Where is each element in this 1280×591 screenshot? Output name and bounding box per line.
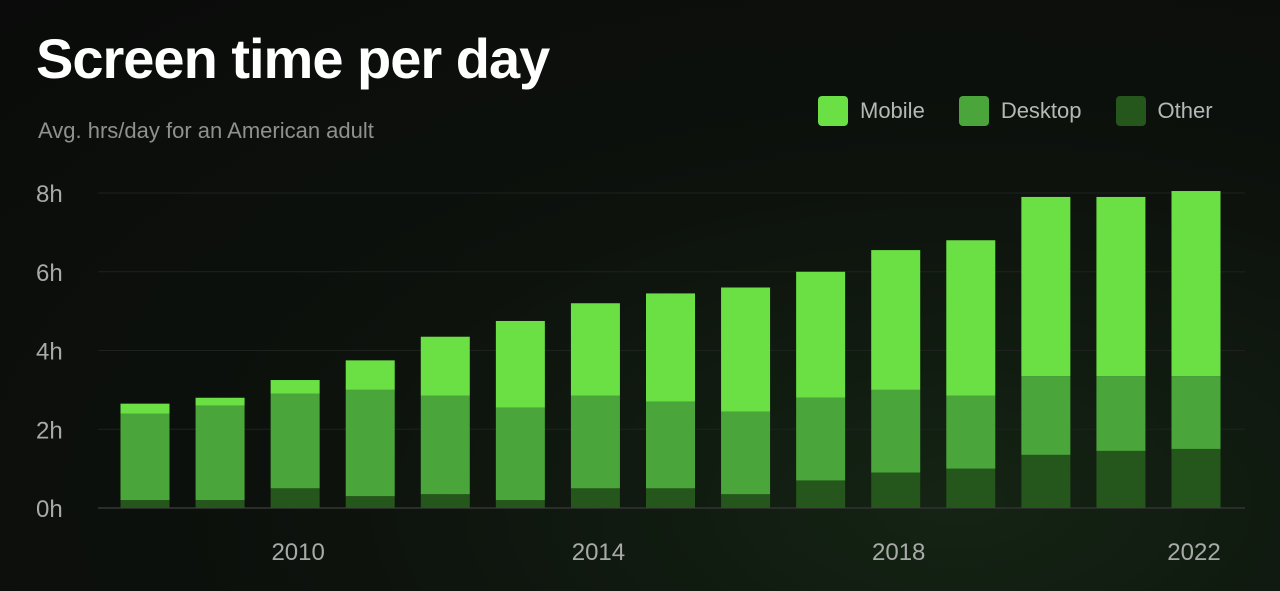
bar-other-2010 [270, 488, 320, 508]
bar-stack-2009 [195, 397, 245, 508]
bar-mobile-2018 [871, 250, 921, 390]
bar-mobile-2013 [495, 320, 545, 408]
bar-stack-2015 [646, 293, 695, 508]
bar-desktop-2009 [195, 405, 245, 501]
y-tick-label: 0h [36, 496, 63, 523]
bar-mobile-2021 [1096, 196, 1146, 377]
chart-title: Screen time per day [36, 27, 550, 90]
bar-mobile-2020 [1021, 196, 1071, 377]
bar-other-2020 [1021, 454, 1071, 508]
bar-stack-2020 [1021, 196, 1071, 508]
bar-stack-2016 [721, 287, 771, 508]
bar-desktop-2013 [495, 407, 545, 501]
bar-desktop-2018 [871, 389, 921, 473]
bar-stack-2010 [270, 380, 320, 508]
bar-other-2013 [495, 500, 545, 508]
bar-desktop-2015 [646, 401, 695, 489]
legend-item-desktop: Desktop [958, 96, 1082, 126]
x-tick-label: 2022 [1167, 539, 1220, 566]
bar-desktop-2019 [946, 395, 996, 469]
legend-swatch-desktop [958, 96, 989, 126]
y-tick-label: 6h [36, 260, 63, 287]
bar-mobile-2011 [345, 360, 395, 390]
bar-stack-2017 [796, 271, 846, 508]
bar-mobile-2010 [270, 380, 320, 394]
bar-mobile-2014 [570, 303, 620, 396]
legend: Mobile Desktop Other [818, 96, 1213, 126]
bar-stack-2022 [1171, 191, 1221, 508]
x-tick-label: 2010 [271, 539, 324, 566]
bar-stack-2008 [120, 403, 170, 508]
bar-other-2015 [646, 488, 695, 508]
legend-item-mobile: Mobile [818, 96, 925, 126]
y-tick-label: 2h [36, 417, 63, 444]
bar-mobile-2009 [195, 397, 245, 406]
bar-stack-2013 [495, 320, 545, 508]
bar-other-2022 [1171, 448, 1221, 508]
chart-subtitle: Avg. hrs/day for an American adult [38, 118, 374, 143]
legend-item-other: Other [1115, 96, 1213, 126]
bar-desktop-2011 [345, 389, 395, 497]
bar-other-2021 [1096, 450, 1146, 508]
bar-desktop-2014 [570, 395, 620, 489]
bar-stack-2012 [420, 336, 470, 508]
bar-desktop-2012 [420, 395, 470, 495]
bar-desktop-2020 [1021, 376, 1071, 455]
bar-other-2009 [195, 500, 245, 508]
legend-label-desktop: Desktop [1000, 98, 1082, 123]
bar-desktop-2021 [1096, 376, 1146, 451]
bar-stack-2019 [946, 240, 996, 508]
bar-desktop-2008 [120, 413, 170, 501]
legend-label-mobile: Mobile [860, 98, 925, 123]
bar-other-2008 [120, 500, 170, 508]
bar-mobile-2015 [646, 293, 695, 402]
bar-desktop-2022 [1171, 376, 1221, 449]
bar-mobile-2016 [721, 287, 771, 412]
bars [120, 191, 1221, 508]
bar-mobile-2017 [796, 271, 846, 398]
bar-other-2017 [796, 480, 846, 508]
x-tick-label: 2014 [572, 539, 625, 566]
legend-swatch-mobile [818, 96, 848, 126]
bar-desktop-2010 [270, 393, 320, 489]
bar-stack-2018 [871, 250, 921, 508]
legend-label-other: Other [1157, 98, 1213, 123]
bar-other-2011 [345, 496, 395, 508]
x-axis: 2010 2014 2018 2022 [271, 539, 1220, 566]
y-axis: 0h 2h 4h 6h 8h [36, 181, 63, 523]
x-tick-label: 2018 [872, 539, 925, 566]
y-tick-label: 8h [36, 181, 63, 208]
bar-mobile-2022 [1171, 191, 1221, 377]
bar-stack-2014 [570, 303, 620, 508]
bar-mobile-2019 [946, 240, 996, 396]
y-tick-label: 4h [36, 339, 63, 366]
bar-other-2016 [721, 494, 771, 508]
legend-swatch-other [1115, 96, 1146, 126]
bar-other-2019 [946, 468, 996, 508]
bar-stack-2011 [345, 360, 395, 508]
bar-desktop-2016 [721, 411, 771, 495]
bar-desktop-2017 [796, 397, 846, 481]
bar-stack-2021 [1096, 196, 1146, 508]
bar-other-2014 [570, 488, 620, 508]
bar-other-2012 [420, 494, 470, 508]
bar-mobile-2012 [420, 336, 470, 396]
bar-other-2018 [871, 472, 921, 508]
bar-mobile-2008 [120, 403, 170, 414]
